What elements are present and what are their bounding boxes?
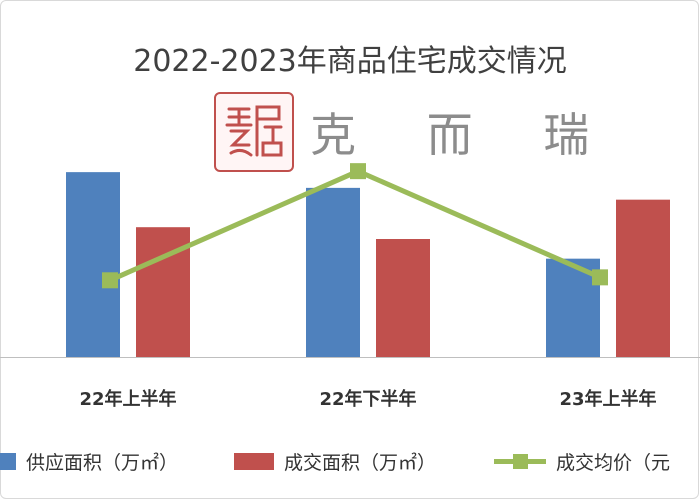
watermark-text: 克 而 瑞 [310,108,618,162]
line-point-0-2 [592,269,608,286]
legend-label-transaction-area: 成交面积（万㎡） [284,451,437,474]
legend-item-supply: 供应面积（万㎡） [0,446,178,476]
x-tick-label: 22年下半年 [319,388,416,410]
legend-label-supply: 供应面积（万㎡） [26,451,179,474]
bar-1-2 [616,199,670,357]
legend-swatch-supply [0,452,16,470]
x-tick-label: 22年上半年 [79,388,176,410]
watermark: 克 而 瑞 [214,92,617,172]
x-tick-label: 23年上半年 [559,388,656,410]
seal-glyph-icon [225,105,283,157]
legend-item-transaction-area: 成交面积（万㎡） [234,446,436,476]
bar-0-0 [66,172,120,357]
legend-item-avg-price: 成交均价（元 [494,446,670,476]
line-point-0-0 [102,272,118,289]
legend-swatch-transaction-area [234,452,274,470]
legend-label-avg-price: 成交均价（元 [556,451,671,474]
bar-1-1 [376,239,430,357]
chart-title: 2022-2023年商品住宅成交情况 [133,44,567,79]
bar-0-1 [306,187,360,357]
legend: 供应面积（万㎡） 成交面积（万㎡） 成交均价（元 [0,446,700,476]
seal-logo [214,92,294,172]
legend-swatch-avg-price [494,453,546,470]
line-point-0-1 [350,163,366,180]
